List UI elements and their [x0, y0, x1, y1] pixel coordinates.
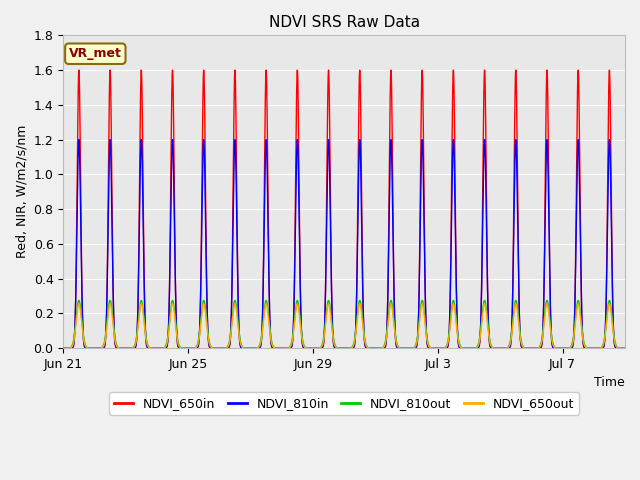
Legend: NDVI_650in, NDVI_810in, NDVI_810out, NDVI_650out: NDVI_650in, NDVI_810in, NDVI_810out, NDV…: [109, 392, 579, 415]
X-axis label: Time: Time: [595, 376, 625, 389]
Title: NDVI SRS Raw Data: NDVI SRS Raw Data: [269, 15, 420, 30]
Y-axis label: Red, NIR, W/m2/s/nm: Red, NIR, W/m2/s/nm: [15, 125, 28, 258]
Text: VR_met: VR_met: [69, 47, 122, 60]
